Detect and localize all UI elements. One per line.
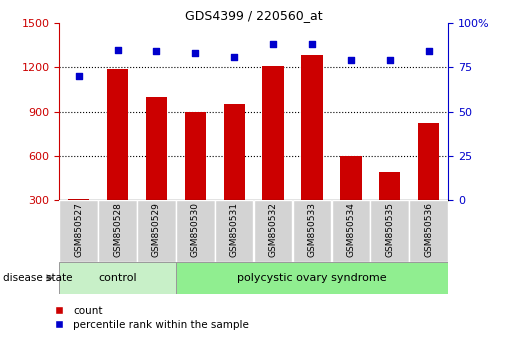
Bar: [137, 200, 176, 262]
Text: GSM850528: GSM850528: [113, 202, 122, 257]
Title: GDS4399 / 220560_at: GDS4399 / 220560_at: [185, 9, 322, 22]
Text: GSM850534: GSM850534: [347, 202, 355, 257]
Text: polycystic ovary syndrome: polycystic ovary syndrome: [237, 273, 387, 283]
Bar: [98, 200, 137, 262]
Legend: count, percentile rank within the sample: count, percentile rank within the sample: [54, 306, 249, 330]
Bar: [409, 200, 448, 262]
Point: [386, 57, 394, 63]
Bar: [59, 262, 176, 294]
Bar: [418, 123, 439, 200]
Point: [424, 48, 433, 54]
Bar: [68, 199, 90, 200]
Point: [269, 41, 277, 47]
Point: [308, 41, 316, 47]
Text: GSM850530: GSM850530: [191, 202, 200, 257]
Point: [347, 57, 355, 63]
Point: [230, 54, 238, 59]
Point: [75, 73, 83, 79]
Text: disease state: disease state: [3, 273, 72, 283]
Text: GSM850531: GSM850531: [230, 202, 238, 257]
Bar: [215, 200, 253, 262]
Bar: [146, 97, 167, 200]
Bar: [59, 200, 98, 262]
Bar: [379, 172, 401, 200]
Text: control: control: [98, 273, 137, 283]
Text: GSM850529: GSM850529: [152, 202, 161, 257]
Text: GSM850535: GSM850535: [385, 202, 394, 257]
Bar: [293, 200, 331, 262]
Bar: [340, 156, 362, 200]
Bar: [224, 104, 245, 200]
Bar: [254, 200, 293, 262]
Bar: [332, 200, 370, 262]
Bar: [176, 200, 215, 262]
Point: [152, 48, 161, 54]
Bar: [176, 262, 448, 294]
Text: GSM850532: GSM850532: [269, 202, 278, 257]
Bar: [184, 112, 206, 200]
Text: GSM850536: GSM850536: [424, 202, 433, 257]
Bar: [370, 200, 409, 262]
Bar: [301, 56, 323, 200]
Text: GSM850527: GSM850527: [74, 202, 83, 257]
Bar: [262, 66, 284, 200]
Point: [191, 50, 199, 56]
Point: [113, 47, 122, 52]
Bar: [107, 69, 128, 200]
Text: GSM850533: GSM850533: [307, 202, 316, 257]
